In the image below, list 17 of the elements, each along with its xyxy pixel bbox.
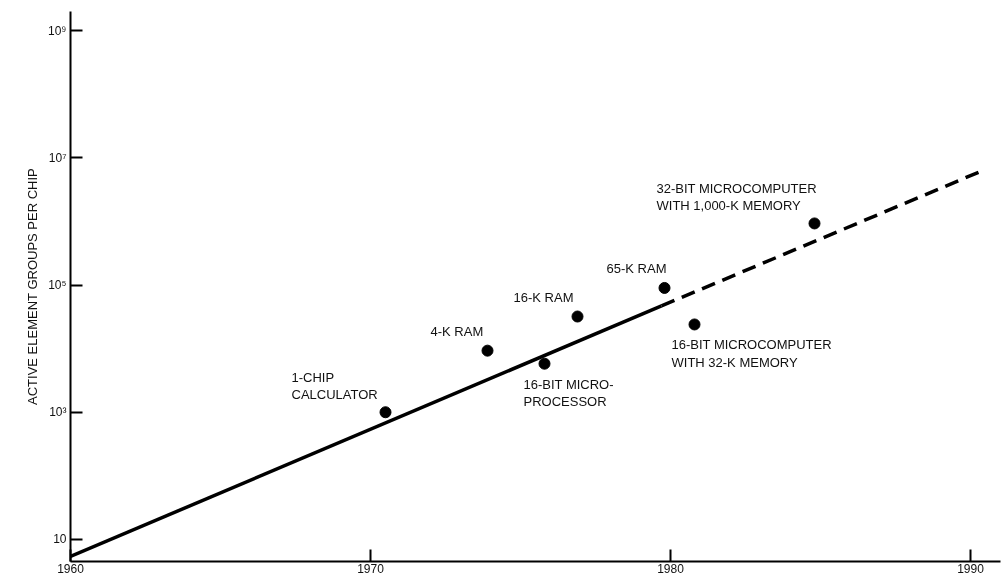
annotation: 1-CHIP CALCULATOR	[291, 369, 378, 403]
x-tick-label: 1990	[957, 561, 985, 576]
x-tick-label: 1970	[357, 561, 385, 576]
annotation: 32-BIT MICROCOMPUTER WITH 1,000-K MEMORY	[656, 181, 817, 214]
x-tick-label: 1980	[657, 561, 685, 576]
y-tick-label: 10⁵	[48, 278, 67, 293]
annotation: 16-BIT MICROCOMPUTER WITH 32-K MEMORY	[671, 337, 832, 370]
y-tick-label: 10⁹	[48, 23, 67, 38]
x-tick-label: 1960	[57, 561, 85, 576]
annotation: 16-K RAM	[513, 289, 574, 305]
annotation: 65-K RAM	[606, 260, 667, 276]
annotation: 4-K RAM	[430, 323, 484, 339]
y-tick-label: 10	[53, 532, 67, 547]
y-tick-label: 10⁷	[48, 150, 67, 165]
annotation: 16-BIT MICRO- PROCESSOR	[523, 376, 614, 409]
y-tick-label: 10³	[49, 405, 67, 420]
y-axis-title: ACTIVE ELEMENT GROUPS PER CHIP	[25, 168, 41, 405]
